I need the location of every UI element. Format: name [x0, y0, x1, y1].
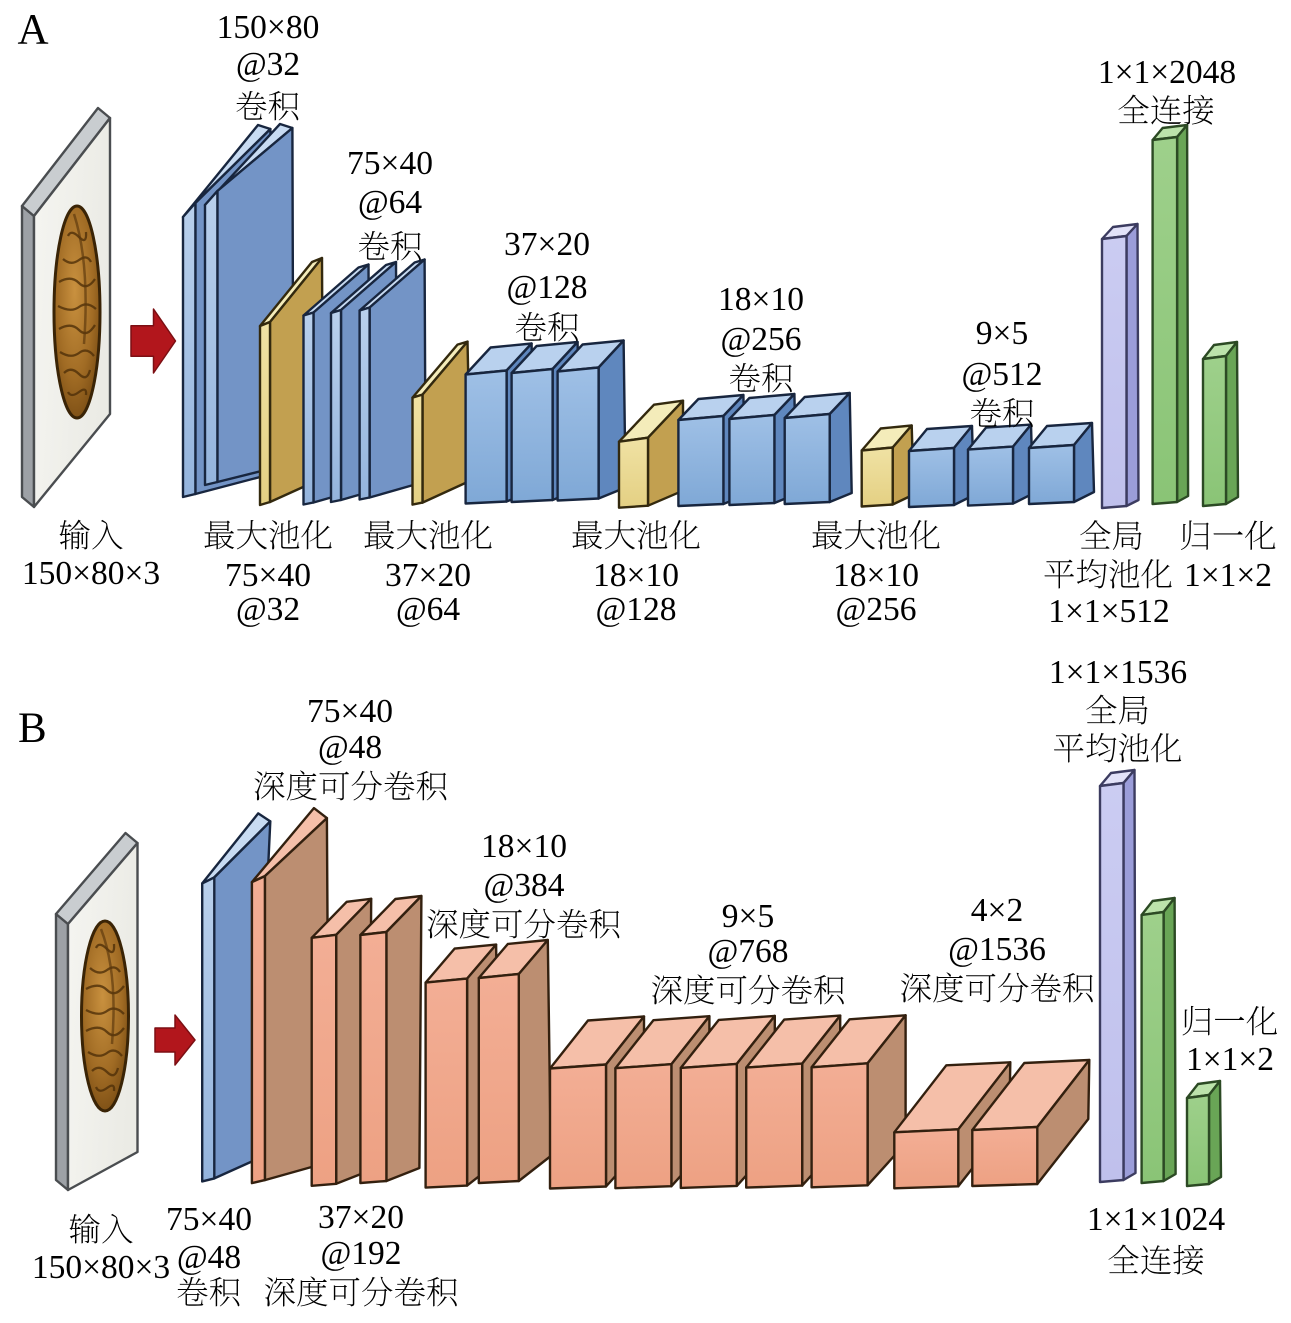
- svg-text:@384: @384: [483, 867, 564, 904]
- svg-text:@32: @32: [236, 46, 300, 83]
- svg-text:@256: @256: [720, 321, 801, 358]
- svg-text:150×80: 150×80: [217, 9, 320, 46]
- svg-text:@64: @64: [396, 591, 461, 628]
- svg-text:1×1×2: 1×1×2: [1184, 557, 1272, 594]
- svg-text:@512: @512: [961, 356, 1042, 393]
- svg-text:@128: @128: [506, 269, 587, 306]
- svg-text:@768: @768: [707, 933, 788, 970]
- svg-text:4×2: 4×2: [971, 892, 1023, 929]
- svg-text:18×10: 18×10: [593, 557, 679, 594]
- svg-text:@192: @192: [320, 1235, 401, 1272]
- svg-text:18×10: 18×10: [481, 828, 567, 865]
- svg-text:@64: @64: [358, 184, 423, 221]
- svg-text:@1536: @1536: [948, 931, 1046, 968]
- svg-text:A: A: [18, 7, 49, 54]
- svg-text:1×1×512: 1×1×512: [1048, 593, 1170, 630]
- svg-text:@256: @256: [835, 591, 916, 628]
- svg-text:75×40: 75×40: [166, 1201, 252, 1238]
- svg-text:150×80×3: 150×80×3: [22, 555, 160, 592]
- svg-text:9×5: 9×5: [722, 898, 774, 935]
- svg-text:37×20: 37×20: [504, 226, 590, 263]
- svg-text:150×80×3: 150×80×3: [32, 1249, 170, 1286]
- svg-text:75×40: 75×40: [307, 693, 393, 730]
- svg-text:B: B: [18, 705, 47, 752]
- svg-text:75×40: 75×40: [225, 557, 311, 594]
- svg-text:@48: @48: [318, 729, 382, 766]
- svg-text:@48: @48: [177, 1239, 241, 1276]
- svg-text:1×1×1536: 1×1×1536: [1049, 654, 1187, 691]
- svg-text:@128: @128: [595, 591, 676, 628]
- svg-text:1×1×2: 1×1×2: [1186, 1041, 1274, 1078]
- svg-text:@32: @32: [236, 591, 300, 628]
- svg-text:75×40: 75×40: [347, 145, 433, 182]
- svg-text:37×20: 37×20: [385, 557, 471, 594]
- svg-text:18×10: 18×10: [833, 557, 919, 594]
- svg-text:1×1×1024: 1×1×1024: [1087, 1201, 1226, 1238]
- svg-text:37×20: 37×20: [318, 1199, 404, 1236]
- svg-text:18×10: 18×10: [718, 281, 804, 318]
- svg-text:9×5: 9×5: [976, 315, 1028, 352]
- svg-text:1×1×2048: 1×1×2048: [1098, 54, 1236, 91]
